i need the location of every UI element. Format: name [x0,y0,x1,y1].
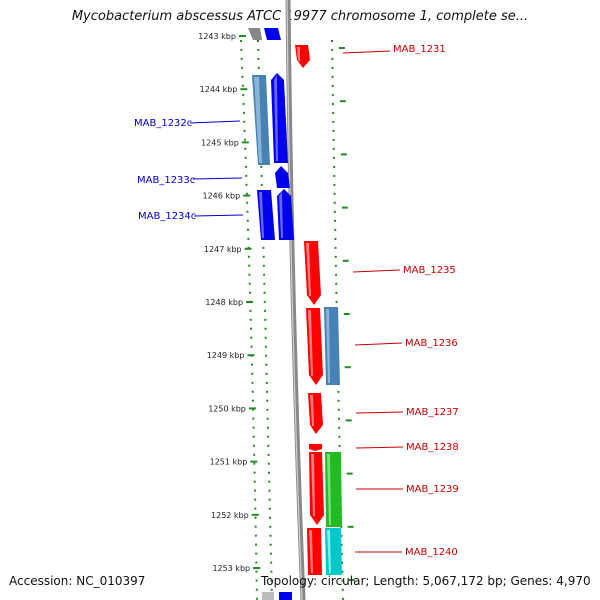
gene-arrow-MAB_1239-a[interactable] [309,452,324,525]
gene-label-MAB_1239[interactable]: MAB_1239 [406,484,459,495]
kbp-tick-label: 1246 kbp [203,192,241,201]
gene-arrow-MAB_1237[interactable] [308,393,323,434]
gene-label-MAB_1240[interactable]: MAB_1240 [405,547,458,558]
kbp-tick-label: 1249 kbp [207,351,245,360]
backbone-top-fragment [248,28,262,40]
kbp-tick-label: 1244 kbp [200,85,238,94]
map-title: Mycobacterium abscessus ATCC 19977 chrom… [71,9,529,24]
gene-label-MAB_1235[interactable]: MAB_1235 [403,265,456,276]
kbp-tick-label: 1252 kbp [211,511,249,520]
accession-text: Accession: NC_010397 [9,574,146,588]
chromosome-backbone [285,0,306,600]
gene-arrow-top-clip[interactable] [264,28,281,40]
kbp-tick-label: 1251 kbp [210,458,248,467]
kbp-tick-label: 1253 kbp [212,564,250,573]
kbp-tick-label: 1245 kbp [201,138,239,147]
gene-label-MAB_1231[interactable]: MAB_1231 [393,44,446,55]
gene-label-MAB_1232c[interactable]: MAB_1232c [134,118,192,129]
gene-label-MAB_1233c[interactable]: MAB_1233c [137,175,195,186]
gene-arrows [252,28,342,600]
kbp-tick-label: 1250 kbp [208,404,246,413]
kbp-tick-label: 1248 kbp [205,298,243,307]
gene-label-MAB_1237[interactable]: MAB_1237 [406,407,459,418]
kbp-tick-label: 1243 kbp [198,32,236,41]
gene-arrow-MAB_1233c[interactable] [275,166,290,188]
kbp-tick-label: 1247 kbp [204,245,242,254]
gene-labels: MAB_1231 MAB_1232c MAB_1233c MAB_1234c M… [134,44,459,558]
kbp-ruler: 1243 kbp 1244 kbp 1245 kbp 1246 kbp 1247 kbp… [198,32,355,581]
topology-text: Topology: circular; Length: 5,067,172 bp… [261,574,591,588]
gene-arrow-MAB_1238[interactable] [309,444,322,451]
gene-label-MAB_1234c[interactable]: MAB_1234c [138,211,196,222]
gene-arrow-MAB_1232c-b[interactable] [271,73,288,163]
gene-label-MAB_1236[interactable]: MAB_1236 [405,338,458,349]
gene-label-MAB_1238[interactable]: MAB_1238 [406,442,459,453]
